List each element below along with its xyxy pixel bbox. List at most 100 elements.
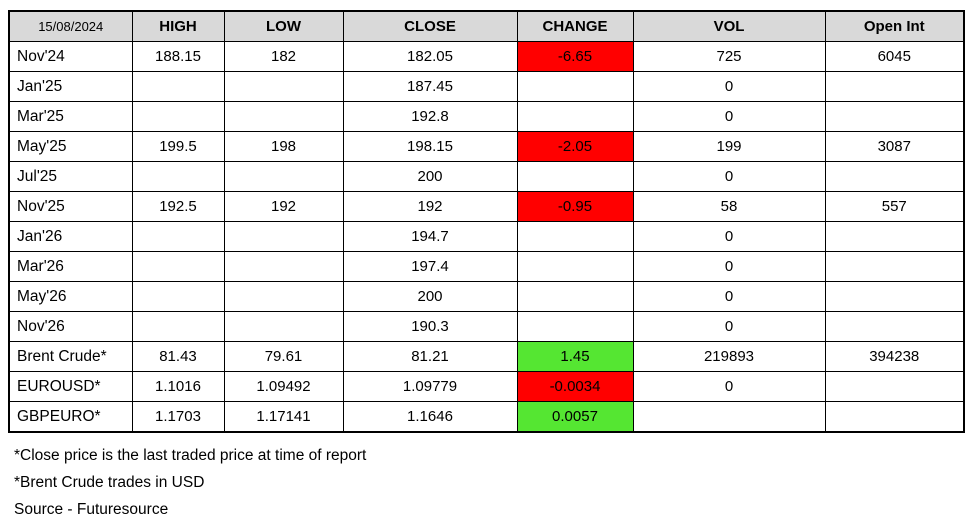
change-value: -0.95 [516, 191, 634, 222]
high-value [131, 71, 225, 102]
footnotes: *Close price is the last traded price at… [14, 442, 964, 523]
close-value: 182.05 [342, 41, 518, 72]
change-value: -6.65 [516, 41, 634, 72]
low-value [223, 101, 344, 132]
low-value [223, 251, 344, 282]
row-label: Mar'26 [8, 251, 133, 282]
row-label: GBPEURO* [8, 401, 133, 433]
change-value [516, 71, 634, 102]
row-label: May'25 [8, 131, 133, 162]
row-label: EUROUSD* [8, 371, 133, 402]
col-header-vol: VOL [632, 10, 826, 42]
high-value [131, 101, 225, 132]
change-value: 1.45 [516, 341, 634, 372]
close-value: 1.09779 [342, 371, 518, 402]
table-row: EUROUSD* 1.1016 1.09492 1.09779 -0.0034 0 [8, 371, 965, 402]
close-value: 187.45 [342, 71, 518, 102]
low-value [223, 71, 344, 102]
table-row: Jan'26 194.7 0 [8, 221, 965, 252]
report-page: 15/08/2024 HIGH LOW CLOSE CHANGE VOL Ope… [8, 10, 965, 523]
change-value [516, 161, 634, 192]
close-value: 190.3 [342, 311, 518, 342]
high-value: 1.1016 [131, 371, 225, 402]
open-int-value [824, 251, 965, 282]
change-value: -0.0034 [516, 371, 634, 402]
table-row: Jan'25 187.45 0 [8, 71, 965, 102]
report-date: 15/08/2024 [8, 10, 133, 42]
open-int-value [824, 221, 965, 252]
open-int-value [824, 311, 965, 342]
change-value: 0.0057 [516, 401, 634, 433]
change-value [516, 251, 634, 282]
vol-value: 0 [632, 311, 826, 342]
table-row: Mar'26 197.4 0 [8, 251, 965, 282]
col-header-high: HIGH [131, 10, 225, 42]
high-value: 188.15 [131, 41, 225, 72]
source-line: Source - Futuresource [14, 501, 169, 518]
table-body: Nov'24 188.15 182 182.05 -6.65 725 6045 Jan'25 1… [8, 41, 965, 433]
row-label: Jul'25 [8, 161, 133, 192]
close-value: 194.7 [342, 221, 518, 252]
open-int-value: 394238 [824, 341, 965, 372]
high-value [131, 311, 225, 342]
low-value: 79.61 [223, 341, 344, 372]
row-label: Nov'25 [8, 191, 133, 222]
close-value: 1.1646 [342, 401, 518, 433]
footnote-close-price: *Close price is the last traded price at… [14, 447, 367, 464]
low-value: 192 [223, 191, 344, 222]
close-value: 200 [342, 281, 518, 312]
high-value [131, 161, 225, 192]
vol-value: 0 [632, 101, 826, 132]
high-value [131, 221, 225, 252]
open-int-value: 3087 [824, 131, 965, 162]
table-row: Mar'25 192.8 0 [8, 101, 965, 132]
high-value [131, 281, 225, 312]
col-header-close: CLOSE [342, 10, 518, 42]
change-value [516, 311, 634, 342]
close-value: 81.21 [342, 341, 518, 372]
close-value: 192 [342, 191, 518, 222]
close-value: 200 [342, 161, 518, 192]
vol-value: 0 [632, 71, 826, 102]
row-label: Jan'26 [8, 221, 133, 252]
low-value: 182 [223, 41, 344, 72]
header-row: 15/08/2024 HIGH LOW CLOSE CHANGE VOL Ope… [8, 10, 965, 42]
futures-price-table: 15/08/2024 HIGH LOW CLOSE CHANGE VOL Ope… [8, 10, 965, 433]
vol-value: 0 [632, 251, 826, 282]
vol-value: 58 [632, 191, 826, 222]
row-label: Jan'25 [8, 71, 133, 102]
open-int-value [824, 101, 965, 132]
vol-value: 199 [632, 131, 826, 162]
low-value: 198 [223, 131, 344, 162]
col-header-change: CHANGE [516, 10, 634, 42]
low-value: 1.17141 [223, 401, 344, 433]
row-label: Brent Crude* [8, 341, 133, 372]
low-value: 1.09492 [223, 371, 344, 402]
change-value: -2.05 [516, 131, 634, 162]
open-int-value [824, 401, 965, 433]
table-row: Nov'26 190.3 0 [8, 311, 965, 342]
close-value: 192.8 [342, 101, 518, 132]
col-header-low: LOW [223, 10, 344, 42]
vol-value: 219893 [632, 341, 826, 372]
table-row: May'25 199.5 198 198.15 -2.05 199 3087 [8, 131, 965, 162]
low-value [223, 221, 344, 252]
table-header: 15/08/2024 HIGH LOW CLOSE CHANGE VOL Ope… [8, 10, 965, 42]
change-value [516, 281, 634, 312]
table-row: GBPEURO* 1.1703 1.17141 1.1646 0.0057 [8, 401, 965, 433]
high-value: 199.5 [131, 131, 225, 162]
table-row: Nov'24 188.15 182 182.05 -6.65 725 6045 [8, 41, 965, 72]
row-label: Nov'24 [8, 41, 133, 72]
high-value [131, 251, 225, 282]
table-row: May'26 200 0 [8, 281, 965, 312]
open-int-value [824, 71, 965, 102]
row-label: Nov'26 [8, 311, 133, 342]
open-int-value [824, 371, 965, 402]
low-value [223, 161, 344, 192]
vol-value: 725 [632, 41, 826, 72]
low-value [223, 281, 344, 312]
open-int-value: 557 [824, 191, 965, 222]
row-label: May'26 [8, 281, 133, 312]
open-int-value: 6045 [824, 41, 965, 72]
change-value [516, 221, 634, 252]
